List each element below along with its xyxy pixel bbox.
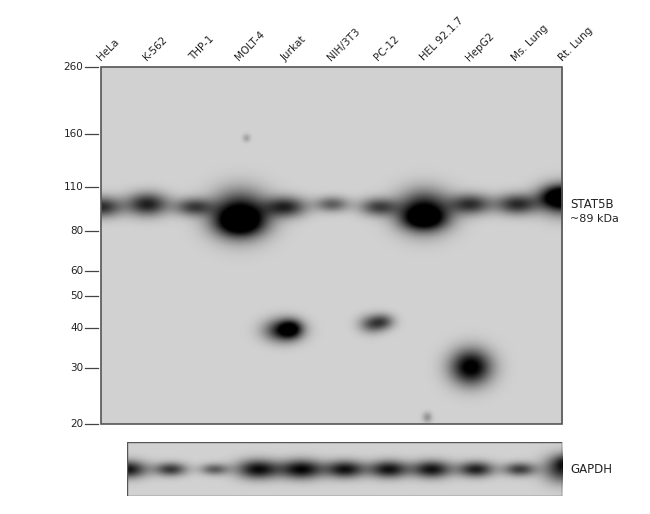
Text: HeLa: HeLa [95,37,121,63]
Text: ~89 kDa: ~89 kDa [570,214,619,224]
Text: 80: 80 [70,226,83,236]
Text: Rt. Lung: Rt. Lung [556,25,594,63]
Text: 160: 160 [64,130,83,139]
Text: Jurkat: Jurkat [280,34,308,63]
Text: GAPDH: GAPDH [570,463,612,475]
Text: PC-12: PC-12 [372,34,400,63]
Text: MOLT-4: MOLT-4 [233,29,266,63]
Text: 30: 30 [70,362,83,373]
Text: K-562: K-562 [141,35,169,63]
Text: 110: 110 [64,181,83,192]
Text: 20: 20 [70,419,83,429]
Text: 60: 60 [70,266,83,276]
Text: STAT5B: STAT5B [570,198,614,211]
Text: HEL 92.1.7: HEL 92.1.7 [418,16,465,63]
Text: 50: 50 [70,291,83,301]
Text: HepG2: HepG2 [464,30,497,63]
Text: THP-1: THP-1 [187,34,216,63]
Text: 40: 40 [70,322,83,333]
Text: NIH/3T3: NIH/3T3 [326,26,362,63]
Text: Ms. Lung: Ms. Lung [510,23,551,63]
Text: 260: 260 [64,62,83,72]
